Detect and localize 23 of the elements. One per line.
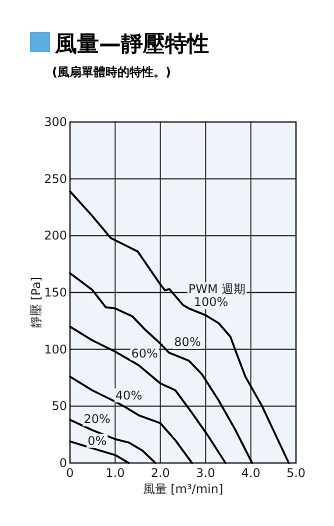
legend-title: PWM 週期: [188, 282, 246, 296]
series-label: 80%: [174, 334, 201, 349]
x-tick-label: 5.0: [286, 466, 306, 480]
chart-subtitle: (風扇單體時的特性。): [52, 65, 171, 79]
x-tick-label: 4.0: [241, 466, 260, 480]
y-tick-label: 50: [52, 399, 67, 414]
y-tick-label: 300: [44, 115, 67, 129]
x-tick-label: 3.0: [196, 466, 216, 480]
series-label: 100%: [194, 295, 228, 310]
x-tick-label: 2.0: [150, 466, 170, 480]
y-tick-label: 200: [44, 228, 67, 243]
series-label: 0%: [88, 434, 107, 448]
x-axis-title: 風量 [m³/min]: [142, 482, 224, 496]
y-tick-label: 250: [44, 172, 67, 186]
series-label: 20%: [84, 412, 110, 426]
x-tick-label: 1.0: [106, 466, 125, 480]
y-axis-title: 靜壓 [Pa]: [29, 276, 43, 328]
series-label: 60%: [131, 346, 158, 360]
y-tick-label: 100: [44, 342, 67, 356]
chart-title: 風量—靜壓特性: [54, 32, 209, 57]
y-tick-label: 0: [59, 456, 67, 470]
y-tick-label: 150: [44, 286, 67, 300]
series-label: 40%: [115, 388, 142, 402]
